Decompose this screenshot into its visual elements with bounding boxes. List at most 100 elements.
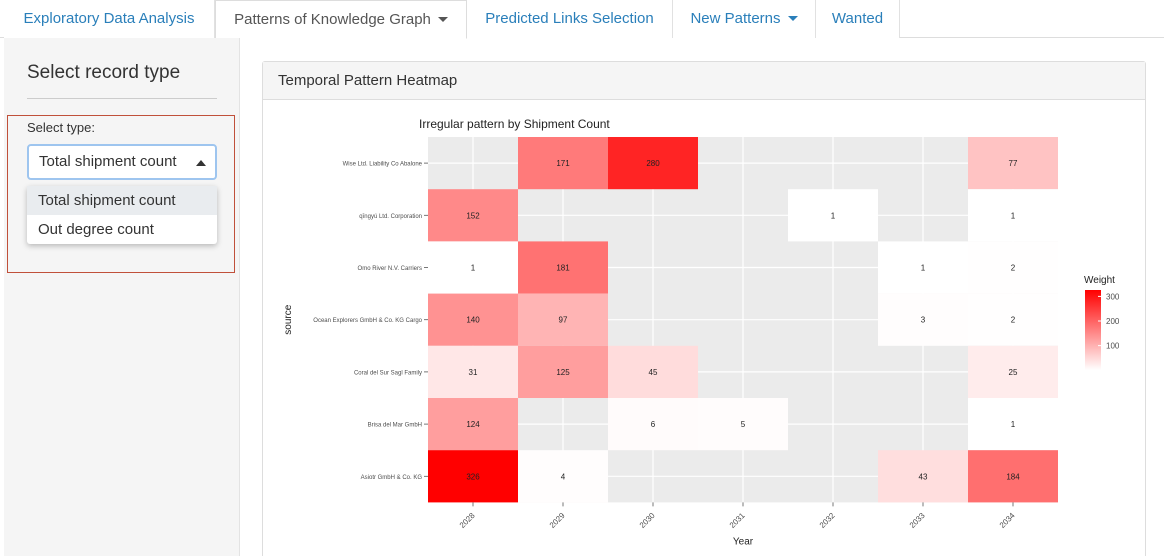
sidebar-panel: Select record type Select type: Total sh… [4,38,240,556]
cell-label: 6 [651,420,656,429]
x-tick-label: 2033 [908,511,927,530]
select-type-label: Select type: [27,120,95,135]
cell-label: 31 [469,368,478,377]
record-type-select[interactable]: Total shipment count [27,144,217,180]
heatmap-cell [968,345,1058,398]
tab-wanted[interactable]: Wanted [816,0,900,38]
tab-new-patterns[interactable]: New Patterns [673,0,816,38]
select-highlight-box [7,115,235,273]
cell-label: 1 [831,211,836,220]
cell-label: 1 [471,264,476,273]
heatmap-cell [518,293,608,346]
option-total-shipment-count[interactable]: Total shipment count [27,186,217,215]
heatmap-cell [878,241,968,294]
cell-label: 3 [921,316,926,325]
heatmap-cell [608,345,698,398]
cell-label: 43 [919,472,928,481]
sidebar-title: Select record type [27,62,181,83]
cell-label: 1 [921,264,926,273]
tab-label: Wanted [831,10,884,27]
heatmap-cell [518,137,608,190]
heatmap-cell [428,398,518,451]
select-dropdown-menu: Total shipment count Out degree count [27,186,217,244]
tab-predicted-links-selection[interactable]: Predicted Links Selection [467,0,673,38]
heatmap-chart: Irregular pattern by Shipment Count 171 28… [283,117,1120,547]
heatmap-cell [428,345,518,398]
cell-label: 2 [1011,264,1016,273]
cell-label: 152 [466,211,480,220]
cell-label: 2 [1011,316,1016,325]
option-out-degree-count[interactable]: Out degree count [38,221,154,238]
legend-tick-label: 300 [1106,292,1120,301]
legend-colorbar [1085,290,1101,370]
x-tick-label: 2028 [458,511,477,530]
tab-exploratory-data-analysis[interactable]: Exploratory Data Analysis [4,0,215,38]
heatmap-cell [878,293,968,346]
legend-tick-label: 200 [1106,317,1120,326]
heatmap-cell [518,450,608,503]
heatmap-cell [428,241,518,294]
cell-label: 280 [646,159,660,168]
legend-title: Weight [1084,275,1115,286]
heatmap-cell [428,450,518,503]
heatmap-cell [968,450,1058,503]
y-axis-title: source [283,304,294,334]
tab-label: New Patterns [690,10,781,27]
tab-label: Patterns of Knowledge Graph [234,11,431,28]
heatmap-cell [608,398,698,451]
heatmap-cell [788,189,878,242]
cell-label: 25 [1009,368,1018,377]
nav-tabs: Exploratory Data Analysis Patterns of Kn… [0,0,1164,39]
heatmap-cell [878,450,968,503]
cell-label: 184 [1006,472,1020,481]
cell-label: 77 [1009,159,1018,168]
panel-title: Temporal Pattern Heatmap [263,62,1145,100]
cell-label: 97 [559,316,568,325]
tab-label: Exploratory Data Analysis [23,10,195,27]
cell-label: 125 [556,368,570,377]
x-tick-label: 2030 [638,511,657,530]
cell-label: 1 [1011,211,1016,220]
heatmap-cell [968,189,1058,242]
divider [27,98,217,99]
heatmap-cell [968,241,1058,294]
heatmap-cell [518,241,608,294]
y-tick-label: Wise Ltd. Liability Co Abalone [343,162,423,168]
y-tick-label: Ocean Explorers GmbH & Co. KG Cargo [313,318,422,324]
tab-patterns-of-knowledge-graph[interactable]: Patterns of Knowledge Graph [215,0,467,39]
cell-label: 4 [561,472,566,481]
cell-label: 140 [466,316,480,325]
chart-title: Irregular pattern by Shipment Count [419,117,610,131]
x-tick-label: 2032 [818,511,837,530]
heatmap-cell [428,293,518,346]
cell-label: 326 [466,472,480,481]
cell-label: 171 [556,159,570,168]
heatmap-cell [428,189,518,242]
cell-label: 124 [466,420,480,429]
y-tick-label: Omo River N.V. Carriers [358,266,422,272]
cell-label: 181 [556,264,570,273]
heatmap-cell [968,293,1058,346]
y-tick-label: Asiotr GmbH & Co. KG [361,475,423,481]
y-tick-label: Brisa del Mar GmbH [368,423,422,429]
heatmap-cell [968,398,1058,451]
heatmap-cell [968,137,1058,190]
cell-label: 1 [1011,420,1016,429]
heatmap-cell [698,398,788,451]
x-axis-title: Year [733,536,754,547]
x-tick-label: 2029 [548,511,567,530]
tab-label: Predicted Links Selection [485,10,654,27]
y-tick-label: Coral del Sur Sagl Family [354,370,422,376]
chevron-up-icon [196,160,206,166]
heatmap-cell [518,345,608,398]
cell-label: 5 [741,420,746,429]
heatmap-cell [608,137,698,190]
chevron-down-icon [787,15,798,21]
selected-value: Total shipment count [39,153,177,170]
y-tick-label: qīngyú Ltd. Corporation [359,214,422,220]
x-tick-label: 2031 [728,511,747,530]
x-tick-label: 2034 [998,511,1017,530]
chevron-down-icon [437,16,448,22]
cell-label: 45 [649,368,658,377]
legend-tick-label: 100 [1106,342,1120,351]
